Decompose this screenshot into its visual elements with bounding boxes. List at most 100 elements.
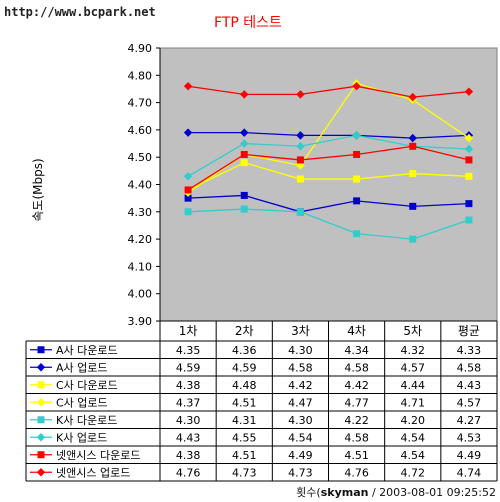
- data-point-square: [296, 208, 304, 216]
- legend-series-name: C사 다운로드: [56, 379, 118, 392]
- data-point-square: [353, 197, 361, 205]
- data-point-square: [409, 202, 417, 210]
- data-point-square: [353, 150, 361, 158]
- data-point-square: [240, 191, 248, 199]
- data-value-label: 4.36: [232, 344, 257, 357]
- data-value-label: 4.55: [232, 431, 257, 444]
- data-value-label: 4.73: [232, 466, 257, 479]
- data-value-label: 4.33: [457, 344, 482, 357]
- data-value-label: 4.58: [288, 361, 313, 374]
- y-tick-label: 4.40: [128, 179, 153, 192]
- data-value-label: 4.59: [176, 361, 201, 374]
- data-value-label: 4.43: [457, 379, 482, 392]
- data-value-label: 4.47: [288, 396, 313, 409]
- data-value-label: 4.42: [288, 379, 313, 392]
- data-value-label: 4.22: [344, 414, 369, 427]
- data-point-square: [409, 142, 417, 150]
- watermark-url: http://www.bcpark.net: [4, 5, 156, 19]
- data-value-label: 4.58: [457, 361, 482, 374]
- data-point-square: [465, 156, 473, 164]
- data-point-diamond: [408, 133, 417, 143]
- data-value-label: 4.42: [344, 379, 369, 392]
- data-value-label: 4.34: [344, 344, 369, 357]
- data-value-label: 4.72: [401, 466, 426, 479]
- y-tick-label: 4.20: [128, 233, 153, 246]
- data-value-label: 4.54: [401, 449, 426, 462]
- data-point-square: [409, 170, 417, 178]
- data-value-label: 4.73: [288, 466, 313, 479]
- data-value-label: 4.38: [176, 379, 201, 392]
- series-line: [188, 208, 470, 240]
- data-point-square: [465, 216, 473, 224]
- data-value-label: 4.37: [176, 396, 201, 409]
- data-value-label: 4.76: [344, 466, 369, 479]
- legend-key-diamond: [36, 468, 46, 477]
- y-tick-label: 4.80: [128, 69, 153, 82]
- y-axis-label: 속도(Mbps): [31, 158, 45, 221]
- data-value-label: 4.77: [344, 396, 369, 409]
- series-line: [187, 145, 470, 191]
- data-value-label: 4.44: [401, 379, 426, 392]
- x-category-label: 3차: [291, 324, 310, 338]
- series-line: [187, 161, 469, 191]
- legend-series-name: 넷앤시스 업로드: [56, 466, 130, 479]
- x-category-label: 평균: [458, 324, 480, 338]
- data-value-label: 4.54: [401, 431, 426, 444]
- legend-key-diamond: [36, 433, 46, 442]
- plot-area: 3.90 4.00 4.10 4.20 4.30 4.40 4.50 4.60 4.70 4.80…: [128, 42, 498, 328]
- legend-key-square: [37, 381, 45, 389]
- data-value-label: 4.59: [232, 361, 257, 374]
- data-value-label: 4.51: [232, 396, 257, 409]
- data-value-label: 4.31: [232, 414, 257, 427]
- legend-key-diamond: [36, 363, 46, 372]
- series-line: [188, 194, 469, 213]
- data-point-square: [296, 156, 304, 164]
- x-category-label: 5차: [403, 324, 422, 338]
- data-point-square: [465, 200, 473, 208]
- x-category-label: 1차: [179, 324, 198, 338]
- y-tick-label: 4.50: [128, 151, 153, 164]
- data-point-diamond: [296, 142, 305, 151]
- legend-series-name: K사 업로드: [56, 431, 107, 444]
- chart-title: FTP 테스트: [214, 15, 282, 31]
- data-value-label: 4.49: [457, 449, 482, 462]
- data-point-diamond: [183, 172, 193, 181]
- series-line: [187, 134, 469, 177]
- data-value-label: 4.48: [232, 379, 257, 392]
- legend-series-name: A사 업로드: [56, 361, 108, 374]
- y-tick-label: 4.70: [128, 97, 153, 110]
- data-point-square: [184, 186, 192, 194]
- data-value-label: 4.76: [176, 466, 201, 479]
- data-value-label: 4.53: [457, 431, 482, 444]
- data-point-diamond: [352, 131, 361, 140]
- data-point-diamond: [240, 128, 249, 137]
- data-value-label: 4.58: [344, 431, 369, 444]
- data-value-label: 4.74: [457, 466, 482, 479]
- series-line: [188, 131, 469, 139]
- data-point-diamond: [352, 82, 361, 91]
- data-value-label: 4.49: [288, 449, 313, 462]
- data-value-label: 4.43: [176, 431, 201, 444]
- footer-user: skyman: [320, 486, 369, 499]
- data-value-label: 4.38: [176, 449, 201, 462]
- y-tick-label: 4.00: [128, 288, 153, 301]
- data-value-label: 4.51: [232, 449, 257, 462]
- legend-series-name: 넷앤시스 다운로드: [56, 449, 140, 462]
- plot-background: [159, 47, 498, 322]
- data-value-label: 4.35: [176, 344, 201, 357]
- data-point-square: [465, 172, 473, 180]
- footer-caption: 횟수(skyman / 2003-08-01 09:25:52: [296, 484, 496, 500]
- data-value-label: 4.30: [176, 414, 201, 427]
- data-point-square: [184, 208, 192, 216]
- data-value-label: 4.27: [457, 414, 482, 427]
- data-point-diamond: [296, 131, 305, 140]
- data-point-diamond: [464, 133, 474, 143]
- data-value-label: 4.54: [288, 431, 313, 444]
- legend-series-name: K사 다운로드: [56, 414, 117, 427]
- data-value-label: 4.57: [457, 396, 482, 409]
- y-tick-label: 4.60: [128, 124, 153, 137]
- data-point-square: [353, 175, 361, 183]
- data-point-diamond: [464, 87, 474, 96]
- legend-series-name: A사 다운로드: [56, 344, 118, 357]
